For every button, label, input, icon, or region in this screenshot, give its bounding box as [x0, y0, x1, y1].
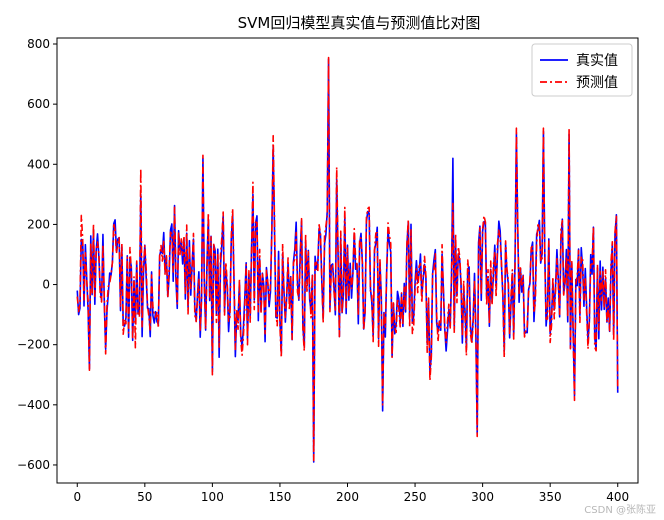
- y-tick-label: 200: [27, 217, 50, 231]
- chart-title: SVM回归模型真实值与预测值比对图: [238, 14, 481, 32]
- y-tick-label: −200: [17, 338, 50, 352]
- y-tick-label: 0: [42, 278, 50, 292]
- legend-label: 真实值: [576, 53, 618, 69]
- y-tick-label: 800: [27, 37, 50, 51]
- x-tick-label: 300: [471, 490, 494, 504]
- x-tick-label: 250: [404, 490, 427, 504]
- y-tick-label: 400: [27, 157, 50, 171]
- x-tick-label: 150: [268, 490, 291, 504]
- y-tick-label: 600: [27, 97, 50, 111]
- x-tick-label: 0: [73, 490, 81, 504]
- y-tick-label: −400: [17, 398, 50, 412]
- y-axis: −600 −400 −200 0 200 400 600 800: [17, 37, 57, 472]
- series-line-actual: [76, 58, 619, 463]
- x-tick-label: 50: [137, 490, 152, 504]
- x-tick-label: 200: [336, 490, 359, 504]
- x-tick-label: 350: [539, 490, 562, 504]
- x-axis: 0 50 100 150 200 250 300 350 400: [73, 483, 629, 504]
- watermark: CSDN @张陈亚: [584, 505, 656, 516]
- x-tick-label: 100: [201, 490, 224, 504]
- legend-box: [531, 43, 633, 97]
- legend-label: 预测值: [576, 75, 618, 91]
- series-line-predicted: [76, 56, 619, 462]
- x-tick-label: 400: [606, 490, 629, 504]
- y-tick-label: −600: [17, 458, 50, 472]
